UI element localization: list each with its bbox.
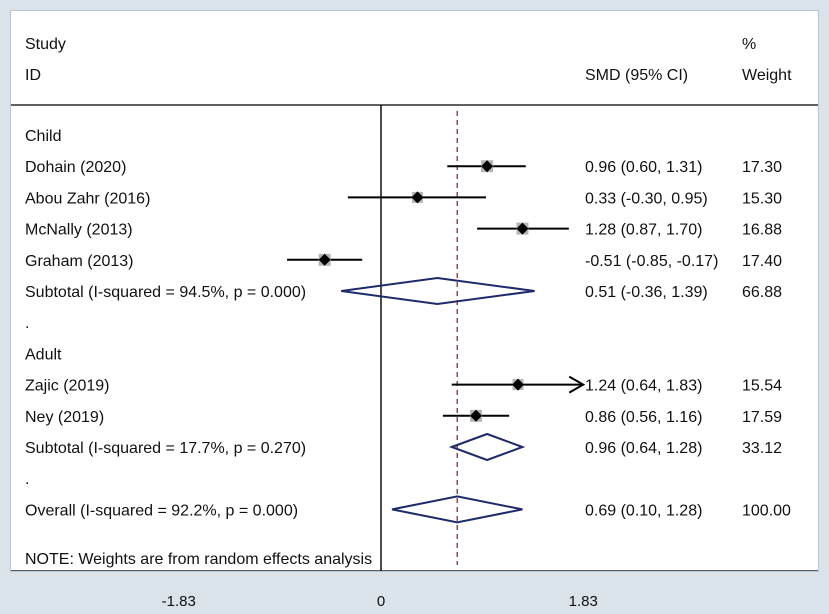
point-estimate-3: [516, 222, 529, 235]
weight-text-12: 100.00: [742, 502, 791, 519]
weight-text-1: 17.30: [742, 159, 782, 176]
subtotal-diamond-5: [341, 276, 535, 306]
x-tick-label-0: -1.83: [162, 593, 196, 610]
row-label-7: Adult: [25, 346, 62, 363]
ci-text-2: 0.33 (-0.30, 0.95): [585, 190, 708, 207]
row-label-5: Subtotal (I-squared = 94.5%, p = 0.000): [25, 284, 306, 301]
weight-text-3: 16.88: [742, 222, 782, 239]
header-id: ID: [25, 67, 41, 84]
weight-text-2: 15.30: [742, 190, 782, 207]
header-smd: SMD (95% CI): [585, 67, 688, 84]
point-estimate-1: [481, 160, 494, 173]
overall-diamond-12: [391, 495, 523, 524]
row-label-3: McNally (2013): [25, 222, 133, 239]
point-estimate-2: [411, 191, 424, 204]
row-label-10: Subtotal (I-squared = 17.7%, p = 0.270): [25, 440, 306, 457]
forest-plot: Study ID SMD (95% CI) % Weight Child Doha…: [11, 36, 818, 571]
ci-text-1: 0.96 (0.60, 1.31): [585, 159, 702, 176]
row-label-9: Ney (2019): [25, 409, 104, 426]
header-percent: %: [742, 36, 756, 53]
subtotal-diamond-10: [448, 432, 526, 462]
x-tick-label-1: 0: [377, 593, 385, 610]
point-estimate-8: [512, 378, 525, 391]
ci-text-9: 0.86 (0.56, 1.16): [585, 409, 702, 426]
forest-plot-panel: Study ID SMD (95% CI) % Weight Child Doha…: [10, 10, 819, 572]
ci-text-4: -0.51 (-0.85, -0.17): [585, 253, 718, 270]
weight-text-5: 66.88: [742, 284, 782, 301]
weight-text-10: 33.12: [742, 440, 782, 457]
ci-text-3: 1.28 (0.87, 1.70): [585, 222, 702, 239]
row-label-8: Zajic (2019): [25, 378, 109, 395]
header-weight: Weight: [742, 67, 792, 84]
note-text: NOTE: Weights are from random effects an…: [25, 551, 372, 568]
row-label-2: Abou Zahr (2016): [25, 190, 150, 207]
ci-text-8: 1.24 (0.64, 1.83): [585, 378, 702, 395]
row-label-12: Overall (I-squared = 92.2%, p = 0.000): [25, 502, 298, 519]
weight-text-8: 15.54: [742, 378, 782, 395]
x-tick-label-2: 1.83: [569, 593, 598, 610]
row-label-6: .: [25, 315, 29, 332]
ci-text-10: 0.96 (0.64, 1.28): [585, 440, 702, 457]
row-label-11: .: [25, 471, 29, 488]
point-estimate-9: [470, 409, 483, 422]
ci-text-12: 0.69 (0.10, 1.28): [585, 502, 702, 519]
ci-text-5: 0.51 (-0.36, 1.39): [585, 284, 708, 301]
row-label-1: Dohain (2020): [25, 159, 126, 176]
header-study: Study: [25, 36, 66, 53]
row-label-4: Graham (2013): [25, 253, 134, 270]
row-label-0: Child: [25, 128, 61, 145]
rows-layer: Child Dohain (2020) 0.96 (0.60, 1.31) 17.30…: [25, 105, 791, 571]
weight-text-4: 17.40: [742, 253, 782, 270]
weight-text-9: 17.59: [742, 409, 782, 426]
ci-arrow-8: [568, 375, 586, 394]
